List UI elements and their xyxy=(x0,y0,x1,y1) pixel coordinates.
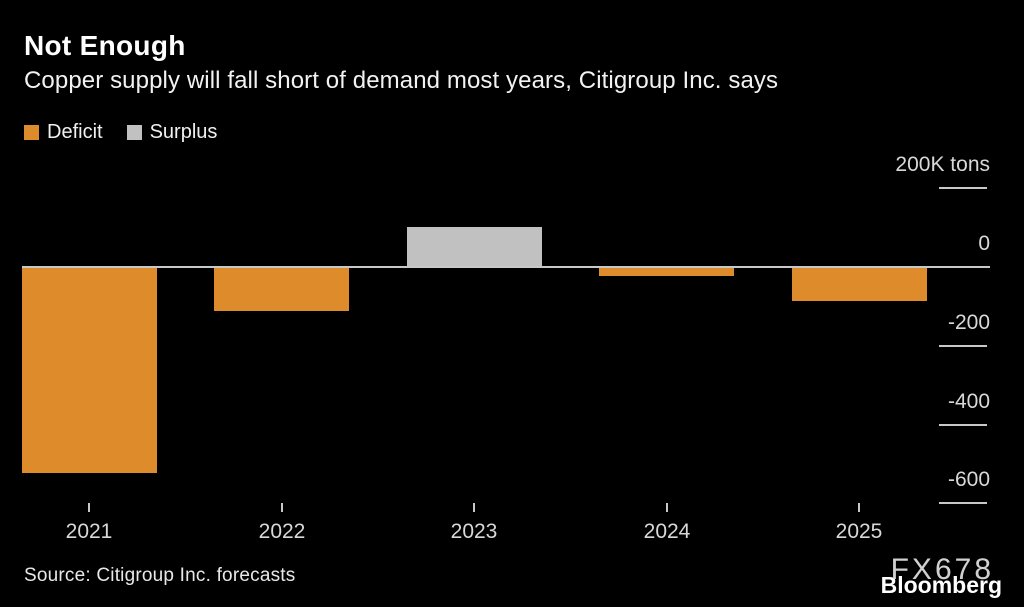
bloomberg-logo: Bloomberg xyxy=(880,572,1002,598)
x-axis-label-2022: 2022 xyxy=(258,520,306,543)
legend-item-surplus: Surplus xyxy=(126,121,218,144)
legend-label: Deficit xyxy=(47,121,103,143)
y-tick-line--600 xyxy=(939,502,987,504)
bar-2024-deficit xyxy=(599,268,734,276)
x-axis-label-2025: 2025 xyxy=(835,520,883,543)
legend-swatch-surplus xyxy=(126,125,142,140)
x-axis-label-2021: 2021 xyxy=(65,520,113,543)
legend-item-deficit: Deficit xyxy=(24,121,103,144)
legend: Deficit Surplus xyxy=(24,121,217,144)
x-tick-2025 xyxy=(858,503,860,512)
x-tick-2023 xyxy=(473,503,475,512)
y-axis-label--400: -400 xyxy=(947,390,990,413)
bar-2023-surplus xyxy=(407,227,542,266)
x-tick-2024 xyxy=(666,503,668,512)
y-axis-label--600: -600 xyxy=(947,468,990,491)
chart-title: Not Enough xyxy=(24,30,186,61)
x-tick-2021 xyxy=(88,503,90,512)
x-axis-label-2024: 2024 xyxy=(643,520,691,543)
y-axis-label-200k-tons: 200K tons xyxy=(895,153,990,176)
bar-2021-deficit xyxy=(22,268,157,473)
x-tick-2022 xyxy=(281,503,283,512)
axis-zero-line xyxy=(22,266,990,268)
legend-swatch-deficit xyxy=(24,125,39,140)
y-axis-label-0: 0 xyxy=(978,232,990,255)
legend-label: Surplus xyxy=(149,121,218,143)
bar-2022-deficit xyxy=(214,268,349,311)
x-axis-label-2023: 2023 xyxy=(450,520,498,543)
y-tick-line-200 xyxy=(939,187,987,189)
watermark-fx678: FX678 xyxy=(890,553,994,586)
y-tick-line--400 xyxy=(939,424,987,426)
y-tick-line--200 xyxy=(939,345,987,347)
chart-subtitle: Copper supply will fall short of demand … xyxy=(24,67,779,94)
bar-2025-deficit xyxy=(792,268,927,301)
source-note: Source: Citigroup Inc. forecasts xyxy=(24,565,296,586)
y-axis-label--200: -200 xyxy=(947,311,990,334)
